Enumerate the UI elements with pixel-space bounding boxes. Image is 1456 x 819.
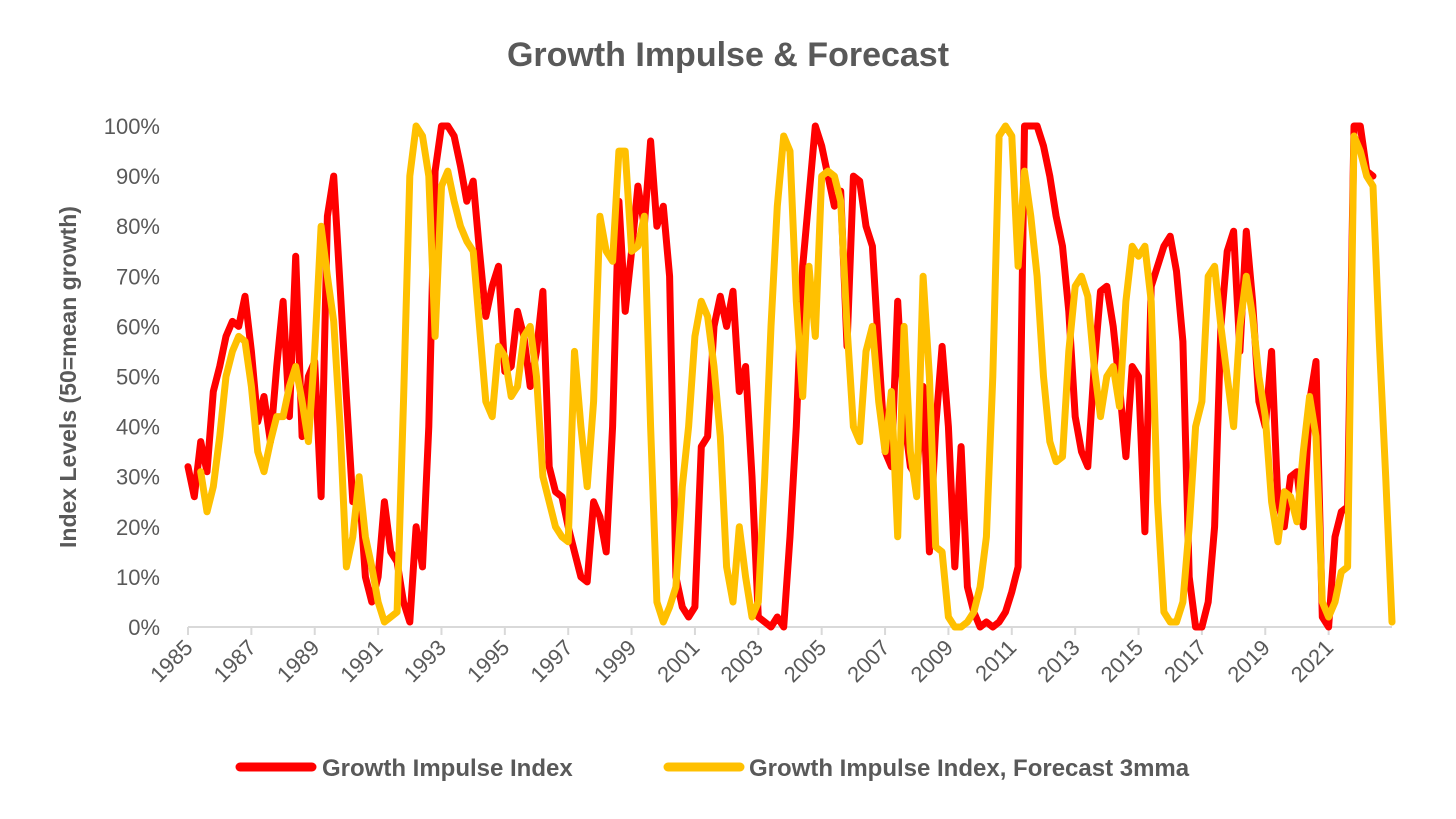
x-tick-label: 2005 [779, 635, 831, 687]
legend-label-2: Growth Impulse Index, Forecast 3mma [749, 755, 1190, 782]
series-line-1 [184, 122, 1377, 631]
y-tick-label: 30% [116, 465, 160, 490]
x-tick-label: 2019 [1223, 635, 1275, 687]
x-tick-label: 2001 [652, 635, 704, 687]
chart-title: Growth Impulse & Forecast [507, 36, 949, 74]
series-group [184, 122, 1396, 631]
x-tick-label: 1999 [589, 635, 641, 687]
y-tick-label: 60% [116, 314, 160, 339]
y-tick-label: 50% [116, 365, 160, 390]
y-tick-label: 70% [116, 264, 160, 289]
x-tick-label: 1995 [462, 635, 514, 687]
x-tick-label: 2015 [1096, 635, 1148, 687]
x-tick-label: 2009 [906, 635, 958, 687]
x-tick-label: 2003 [716, 635, 768, 687]
x-tick-label: 1997 [525, 635, 577, 687]
legend: Growth Impulse Index Growth Impulse Index… [235, 755, 1190, 782]
y-tick-label: 10% [116, 565, 160, 590]
y-axis-ticks: 0% 10% 20% 30% 40% 50% 60% 70% 80% 90% 100% [104, 114, 160, 640]
x-tick-label: 2013 [1032, 635, 1084, 687]
x-axis-ticks: 1985 1987 1989 1991 1993 1995 1997 1999 2001 2003… [145, 627, 1338, 687]
x-tick-label: 2017 [1159, 635, 1211, 687]
y-tick-label: 40% [116, 415, 160, 440]
y-tick-label: 80% [116, 214, 160, 239]
series-line-2 [197, 122, 1396, 631]
x-tick-label: 1985 [145, 635, 197, 687]
y-tick-label: 20% [116, 515, 160, 540]
x-tick-label: 1993 [399, 635, 451, 687]
x-tick-label: 1987 [209, 635, 261, 687]
x-tick-label: 2007 [842, 635, 894, 687]
legend-label-1: Growth Impulse Index [322, 755, 573, 782]
x-tick-label: 2021 [1286, 635, 1338, 687]
y-tick-label: 90% [116, 164, 160, 189]
x-tick-label: 1989 [272, 635, 324, 687]
y-tick-label: 100% [104, 114, 160, 139]
x-tick-label: 1991 [335, 635, 387, 687]
y-tick-label: 0% [128, 615, 160, 640]
x-tick-label: 2011 [970, 635, 1021, 686]
y-axis-label: Index Levels (50=mean growth) [55, 206, 81, 548]
